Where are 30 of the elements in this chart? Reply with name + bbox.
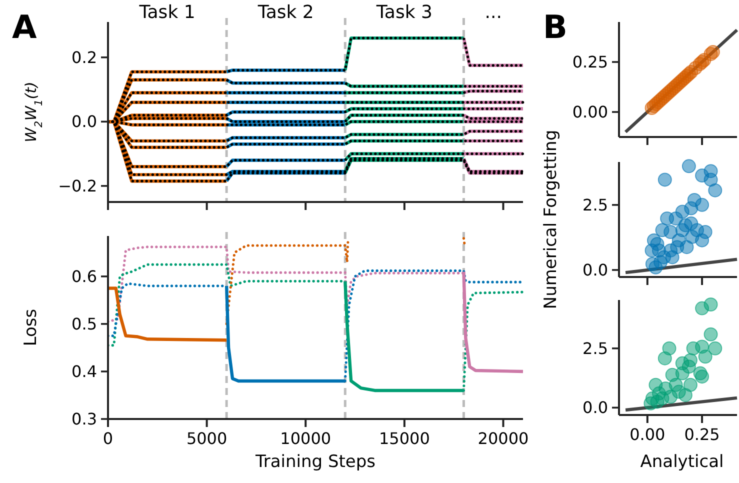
annotation: Task 2 [256,2,314,23]
x-axis-title: Training Steps [254,452,376,472]
annotation: Task 3 [375,2,432,23]
x-tick-label: 0.00 [630,425,666,444]
y-tick-label: −0.2 [58,176,97,196]
y-tick-label: 2.5 [582,196,608,215]
y-axis-title: Loss [21,308,41,346]
y-tick-label: 2.5 [582,338,608,358]
x-tick-label: 0 [102,429,114,448]
y-tick-label: 0.2 [72,48,97,67]
y-tick-label: 0.0 [72,112,97,132]
y-axis-title: Numerical Forgetting [541,130,561,310]
x-tick-label: 20000 [478,429,529,448]
y-tick-label: 0.4 [72,362,97,382]
y-tick-label: 0.3 [72,410,97,429]
y-tick-label: 0.6 [72,267,97,286]
x-tick-label: 5000 [186,429,228,448]
x-tick-label: 15000 [378,429,430,448]
text: B [543,8,568,46]
annotation: ... [484,2,502,23]
y-tick-label: 0.0 [582,260,608,280]
annotation: Task 1 [138,2,196,23]
text: A [12,8,37,46]
x-tick-label: 10000 [280,429,332,448]
x-tick-label: 0.25 [684,425,720,444]
y-tick-label: 0.5 [72,314,97,334]
y-tick-label: 0.25 [572,52,608,72]
y-tick-label: 0.0 [582,398,608,418]
x-axis-title: Analytical [640,452,724,472]
y-tick-label: 0.00 [572,102,608,122]
